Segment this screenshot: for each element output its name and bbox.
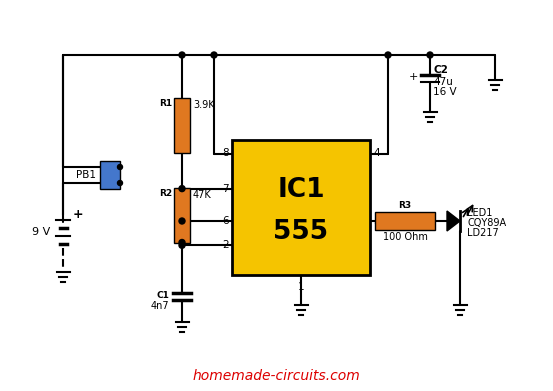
Text: 100 Ohm: 100 Ohm (383, 232, 427, 242)
Circle shape (179, 52, 185, 58)
Text: homemade-circuits.com: homemade-circuits.com (192, 369, 361, 383)
Polygon shape (447, 211, 460, 231)
Bar (174, 97, 190, 152)
Text: 3.9K: 3.9K (193, 99, 215, 109)
Circle shape (179, 186, 185, 192)
Circle shape (117, 181, 123, 185)
Text: PB1: PB1 (76, 170, 96, 180)
Bar (174, 188, 190, 242)
Text: 6: 6 (222, 216, 229, 226)
Text: LED1: LED1 (467, 208, 492, 218)
Text: 2: 2 (222, 240, 229, 250)
Text: 3: 3 (373, 216, 379, 226)
Text: CQY89A: CQY89A (467, 218, 506, 228)
Text: +: + (409, 72, 418, 82)
Circle shape (427, 52, 433, 58)
Text: 7: 7 (222, 184, 229, 194)
Circle shape (117, 165, 123, 170)
Text: R2: R2 (159, 190, 172, 199)
Bar (100, 161, 120, 189)
Text: 47K: 47K (193, 190, 212, 199)
Text: C1: C1 (156, 291, 169, 300)
Circle shape (385, 52, 391, 58)
Circle shape (211, 52, 217, 58)
Text: 8: 8 (222, 149, 229, 158)
Text: 4: 4 (373, 149, 379, 158)
Text: R3: R3 (399, 201, 411, 210)
Text: 16 V: 16 V (433, 87, 457, 97)
Text: IC1: IC1 (277, 177, 325, 203)
Bar (232, 140, 370, 275)
Text: LD217: LD217 (467, 228, 499, 238)
Text: 4n7: 4n7 (150, 301, 169, 311)
Text: C2: C2 (433, 65, 448, 75)
Text: R1: R1 (159, 99, 172, 108)
Text: +: + (73, 208, 84, 221)
Text: 1: 1 (298, 282, 304, 292)
Circle shape (179, 218, 185, 224)
Text: 555: 555 (273, 219, 328, 245)
Text: 9 V: 9 V (32, 227, 50, 237)
Text: 47u: 47u (433, 77, 453, 87)
Circle shape (179, 240, 185, 246)
Bar (375, 212, 435, 230)
Circle shape (179, 242, 185, 248)
